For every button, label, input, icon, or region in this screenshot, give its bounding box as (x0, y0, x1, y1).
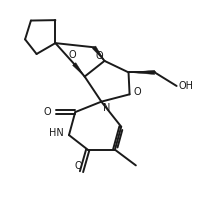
Text: O: O (69, 50, 76, 60)
Polygon shape (73, 63, 85, 77)
Polygon shape (92, 46, 104, 61)
Text: O: O (44, 107, 51, 117)
Text: O: O (75, 161, 82, 171)
Text: O: O (133, 87, 141, 97)
Polygon shape (129, 70, 155, 74)
Text: HN: HN (49, 128, 64, 138)
Text: N: N (103, 103, 110, 113)
Text: O: O (95, 51, 103, 61)
Text: OH: OH (179, 81, 194, 91)
